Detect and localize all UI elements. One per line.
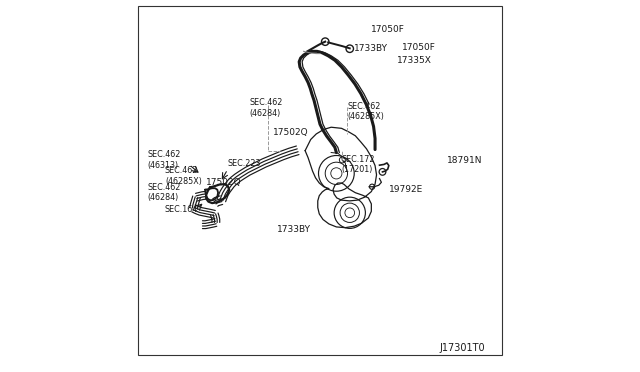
- Text: SEC.462
(46284): SEC.462 (46284): [147, 183, 180, 202]
- Text: SEC.223: SEC.223: [227, 159, 260, 168]
- Text: 18791N: 18791N: [447, 156, 482, 165]
- Text: 1733BY: 1733BY: [277, 225, 311, 234]
- Text: SEC.462
(46285X): SEC.462 (46285X): [165, 166, 202, 186]
- Text: 17050F: 17050F: [371, 25, 405, 34]
- Text: 19792E: 19792E: [389, 185, 423, 194]
- Text: 17502Q: 17502Q: [206, 178, 241, 187]
- Text: SEC.164: SEC.164: [165, 205, 198, 214]
- Text: J17301T0: J17301T0: [439, 343, 484, 353]
- Text: SEC.172
(17201): SEC.172 (17201): [342, 155, 375, 174]
- Text: 1733BY: 1733BY: [353, 44, 387, 53]
- Text: SEC.462
(46284): SEC.462 (46284): [250, 98, 283, 118]
- Text: 17502Q: 17502Q: [273, 128, 308, 137]
- Text: SEC.462
(46285X): SEC.462 (46285X): [347, 102, 384, 121]
- Text: 17335X: 17335X: [397, 56, 431, 65]
- Text: 17050F: 17050F: [402, 43, 436, 52]
- Text: SEC.462
(46313): SEC.462 (46313): [147, 150, 180, 170]
